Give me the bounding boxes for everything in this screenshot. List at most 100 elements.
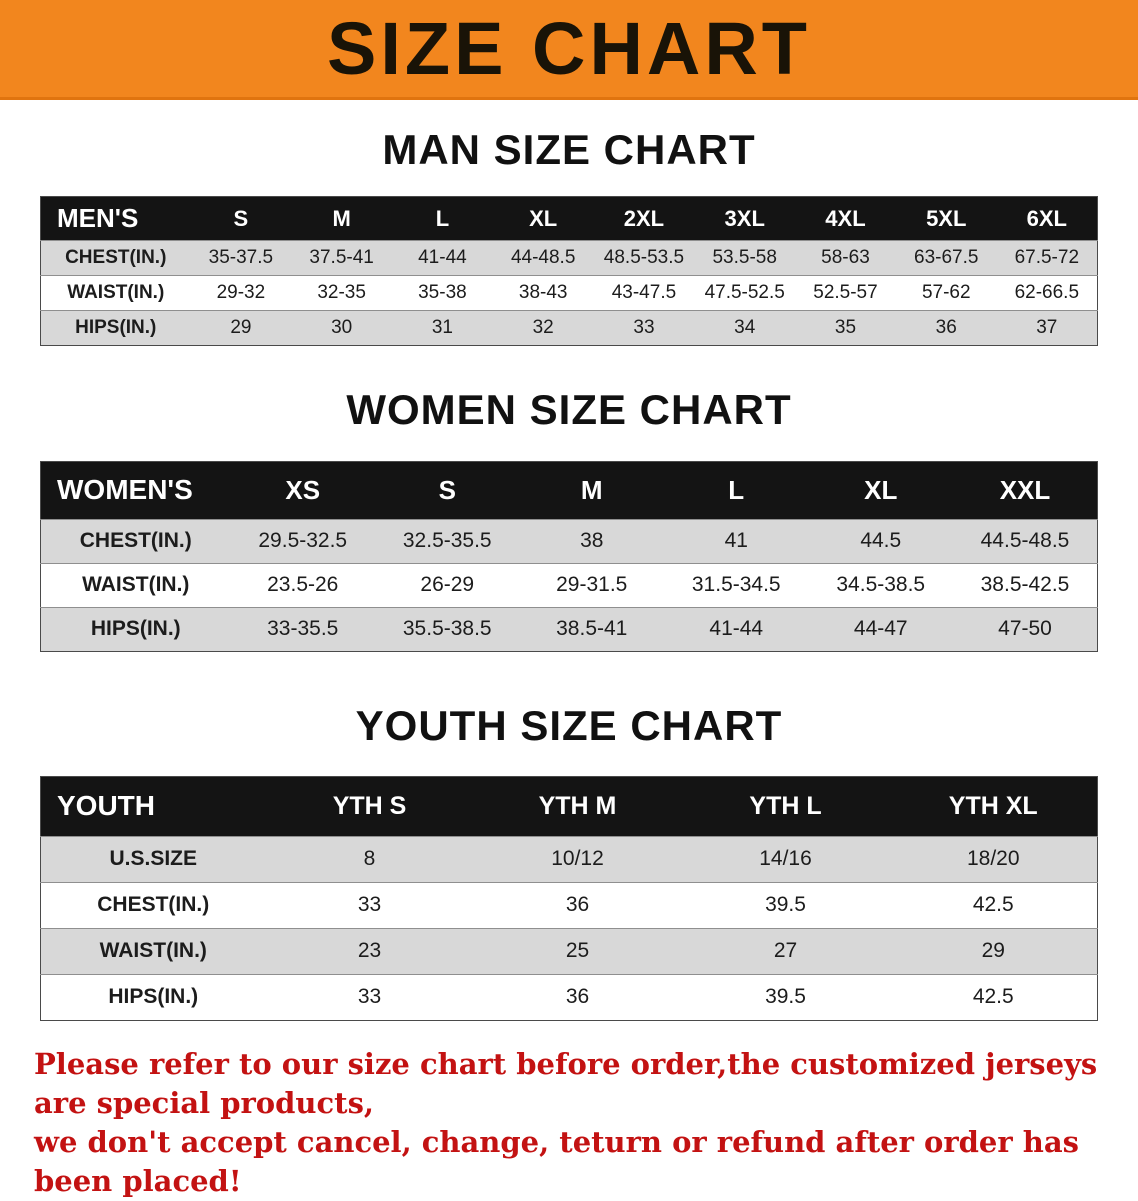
table-row: WAIST(IN.) 23 25 27 29	[40, 927, 1098, 975]
table-row: U.S.SIZE 8 10/12 14/16 18/20	[40, 835, 1098, 883]
size-cell: 31.5-34.5	[664, 562, 809, 608]
size-cell: 63-67.5	[895, 240, 997, 276]
column-header: XS	[230, 461, 375, 520]
row-label: HIPS(IN.)	[40, 973, 266, 1021]
size-cell: 57-62	[895, 275, 997, 311]
size-cell: 23	[265, 927, 474, 975]
youth-header-row: YOUTH YTH S YTH M YTH L YTH XL	[40, 776, 1098, 837]
size-cell: 29	[889, 927, 1098, 975]
size-cell: 39.5	[681, 973, 890, 1021]
size-cell: 33	[265, 881, 474, 929]
size-cell: 43-47.5	[593, 275, 695, 311]
column-header: S	[375, 461, 520, 520]
size-cell: 8	[265, 835, 474, 883]
size-cell: 38.5-41	[519, 606, 664, 652]
youth-size-table: YOUTH YTH S YTH M YTH L YTH XL U.S.SIZE …	[40, 775, 1098, 1021]
size-cell: 37.5-41	[291, 240, 393, 276]
table-row: HIPS(IN.) 33-35.5 35.5-38.5 38.5-41 41-4…	[40, 606, 1098, 652]
table-row: CHEST(IN.) 35-37.5 37.5-41 41-44 44-48.5…	[40, 240, 1098, 276]
column-header: XXL	[953, 461, 1098, 520]
row-label: WAIST(IN.)	[40, 927, 266, 975]
column-header: L	[664, 461, 809, 520]
size-cell: 33-35.5	[230, 606, 375, 652]
column-header: YTH S	[265, 776, 474, 837]
size-cell: 32.5-35.5	[375, 518, 520, 564]
size-cell: 36	[473, 881, 682, 929]
women-header-row: WOMEN'S XS S M L XL XXL	[40, 461, 1098, 520]
row-label: HIPS(IN.)	[40, 606, 231, 652]
column-header: M	[519, 461, 664, 520]
size-chart-banner: SIZE CHART	[0, 0, 1138, 100]
column-header: XL	[808, 461, 953, 520]
size-cell: 47-50	[953, 606, 1098, 652]
size-cell: 26-29	[375, 562, 520, 608]
column-header: 2XL	[593, 196, 695, 241]
women-corner-label: WOMEN'S	[40, 461, 231, 520]
row-label: WAIST(IN.)	[40, 562, 231, 608]
column-header: S	[190, 196, 292, 241]
size-cell: 44-47	[808, 606, 953, 652]
size-cell: 32	[492, 310, 594, 346]
men-size-table: MEN'S S M L XL 2XL 3XL 4XL 5XL 6XL CHEST…	[40, 196, 1098, 347]
size-cell: 25	[473, 927, 682, 975]
column-header: YTH L	[681, 776, 890, 837]
column-header: L	[392, 196, 493, 241]
size-cell: 18/20	[889, 835, 1098, 883]
row-label: U.S.SIZE	[40, 835, 266, 883]
size-cell: 41	[664, 518, 809, 564]
size-cell: 39.5	[681, 881, 890, 929]
size-cell: 33	[265, 973, 474, 1021]
size-cell: 33	[593, 310, 695, 346]
size-cell: 34.5-38.5	[808, 562, 953, 608]
size-cell: 42.5	[889, 881, 1098, 929]
column-header: 4XL	[795, 196, 896, 241]
size-cell: 35-37.5	[190, 240, 292, 276]
men-corner-label: MEN'S	[40, 196, 191, 241]
row-label: CHEST(IN.)	[40, 881, 266, 929]
size-cell: 44.5	[808, 518, 953, 564]
size-cell: 62-66.5	[996, 275, 1098, 311]
row-label: WAIST(IN.)	[40, 275, 191, 311]
size-cell: 35	[795, 310, 896, 346]
size-cell: 36	[473, 973, 682, 1021]
size-cell: 34	[694, 310, 796, 346]
size-cell: 38-43	[492, 275, 594, 311]
size-cell: 29.5-32.5	[230, 518, 375, 564]
disclaimer-line-2: we don't accept cancel, change, teturn o…	[34, 1125, 1079, 1199]
row-label: CHEST(IN.)	[40, 240, 191, 276]
size-cell: 67.5-72	[996, 240, 1098, 276]
size-cell: 38	[519, 518, 664, 564]
size-cell: 31	[392, 310, 493, 346]
size-cell: 36	[895, 310, 997, 346]
size-cell: 44.5-48.5	[953, 518, 1098, 564]
size-cell: 32-35	[291, 275, 393, 311]
size-cell: 41-44	[392, 240, 493, 276]
column-header: YTH XL	[889, 776, 1098, 837]
table-row: WAIST(IN.) 29-32 32-35 35-38 38-43 43-47…	[40, 275, 1098, 311]
table-row: CHEST(IN.) 33 36 39.5 42.5	[40, 881, 1098, 929]
size-cell: 58-63	[795, 240, 896, 276]
size-cell: 37	[996, 310, 1098, 346]
column-header: 5XL	[895, 196, 997, 241]
size-cell: 14/16	[681, 835, 890, 883]
table-row: HIPS(IN.) 33 36 39.5 42.5	[40, 973, 1098, 1021]
banner-title: SIZE CHART	[327, 6, 811, 90]
column-header: 3XL	[694, 196, 796, 241]
size-cell: 47.5-52.5	[694, 275, 796, 311]
men-section-heading: MAN SIZE CHART	[382, 126, 756, 173]
size-cell: 30	[291, 310, 393, 346]
size-cell: 35.5-38.5	[375, 606, 520, 652]
size-cell: 29-31.5	[519, 562, 664, 608]
men-header-row: MEN'S S M L XL 2XL 3XL 4XL 5XL 6XL	[40, 196, 1098, 241]
column-header: 6XL	[996, 196, 1098, 241]
row-label: HIPS(IN.)	[40, 310, 191, 346]
size-cell: 41-44	[664, 606, 809, 652]
size-cell: 48.5-53.5	[593, 240, 695, 276]
row-label: CHEST(IN.)	[40, 518, 231, 564]
size-cell: 53.5-58	[694, 240, 796, 276]
size-cell: 29	[190, 310, 292, 346]
column-header: YTH M	[473, 776, 682, 837]
size-cell: 10/12	[473, 835, 682, 883]
disclaimer-note: Please refer to our size chart before or…	[34, 1045, 1108, 1201]
size-cell: 23.5-26	[230, 562, 375, 608]
